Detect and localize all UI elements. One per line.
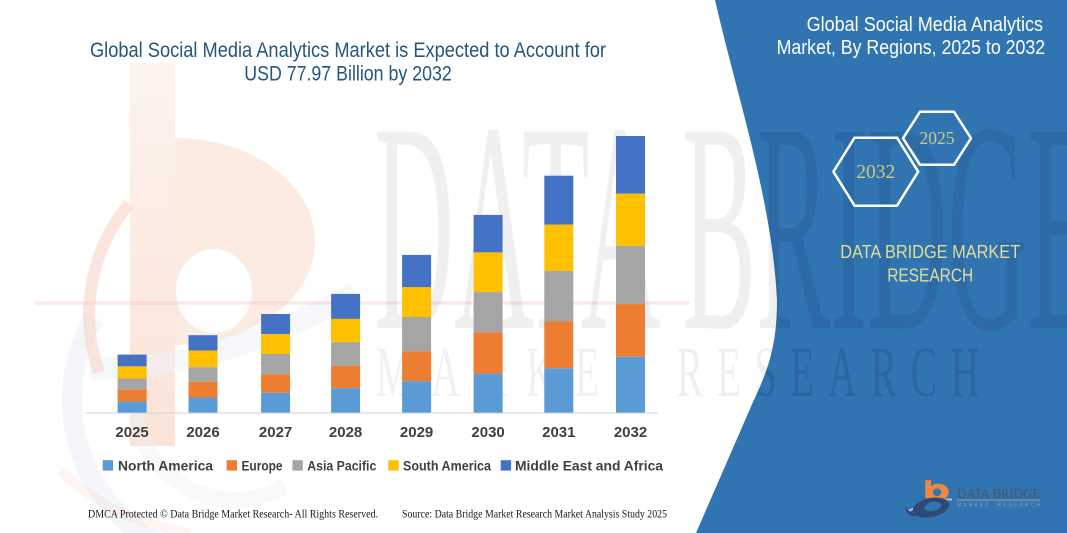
svg-text:DATA BRIDGE MARKET: DATA BRIDGE MARKET <box>840 242 1020 262</box>
svg-text:Global Social Media Analytics: Global Social Media Analytics <box>807 13 1043 36</box>
svg-text:2025: 2025 <box>920 128 955 148</box>
svg-text:2032: 2032 <box>856 162 895 183</box>
svg-text:2025: 2025 <box>115 424 148 441</box>
svg-text:2030: 2030 <box>471 424 504 441</box>
svg-text:Market, By Regions, 2025 to 20: Market, By Regions, 2025 to 2032 <box>777 36 1046 59</box>
svg-text:Middle East and Africa: Middle East and Africa <box>515 458 664 473</box>
svg-text:2029: 2029 <box>400 424 433 441</box>
svg-text:2028: 2028 <box>329 424 362 441</box>
svg-text:North America: North America <box>118 458 213 473</box>
svg-text:RESEARCH: RESEARCH <box>887 266 973 286</box>
svg-text:Asia Pacific: Asia Pacific <box>307 458 376 473</box>
svg-text:2032: 2032 <box>614 424 647 441</box>
svg-text:2031: 2031 <box>542 424 575 441</box>
svg-text:2026: 2026 <box>186 424 219 441</box>
svg-text:MARKET RESEARCH: MARKET RESEARCH <box>957 502 1040 508</box>
svg-text:Source: Data Bridge Market Res: Source: Data Bridge Market Research Mark… <box>402 509 667 521</box>
svg-text:2027: 2027 <box>259 424 292 441</box>
svg-text:Global Social Media Analytics: Global Social Media Analytics Market is … <box>90 39 606 62</box>
svg-text:DMCA Protected © Data Bridge M: DMCA Protected © Data Bridge Market Rese… <box>88 509 378 521</box>
svg-text:South America: South America <box>403 458 491 473</box>
svg-text:Europe: Europe <box>242 458 283 473</box>
svg-text:DATA BRIDGE: DATA BRIDGE <box>957 486 1040 501</box>
svg-text:USD 77.97 Billion by 2032: USD 77.97 Billion by 2032 <box>244 63 452 86</box>
